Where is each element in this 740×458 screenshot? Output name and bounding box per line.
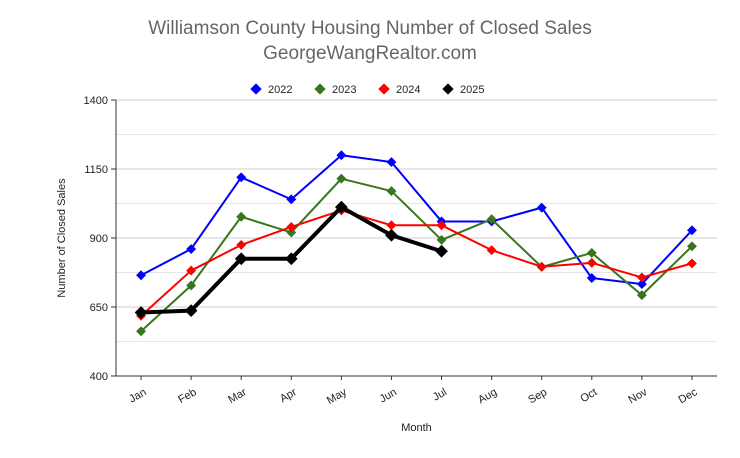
x-tick-label: Nov <box>626 386 649 406</box>
legend-label-2024: 2024 <box>396 84 420 96</box>
legend-marker-2022 <box>250 83 262 95</box>
data-point-2024-sep <box>536 261 547 272</box>
series-line-2022 <box>140 154 693 286</box>
data-point-2024-dec <box>687 258 697 269</box>
data-point-2024-oct <box>586 257 597 268</box>
x-tick-label: Mar <box>226 386 249 406</box>
data-point-2023-feb <box>186 280 197 291</box>
data-point-2025-feb <box>184 304 198 317</box>
data-point-2025-jun <box>385 228 398 242</box>
data-point-2023-jun <box>386 186 397 197</box>
data-point-2022-jan <box>136 270 146 281</box>
x-tick-label: Jun <box>378 386 399 405</box>
x-tick-label: May <box>325 386 349 407</box>
x-tick-label: Apr <box>278 386 299 405</box>
data-point-2023-dec <box>687 241 697 252</box>
data-point-2024-jun <box>386 220 397 231</box>
data-point-2022-feb <box>186 244 197 254</box>
data-point-2022-jun <box>386 157 397 168</box>
y-tick-label: 1150 <box>84 164 108 176</box>
data-point-2022-apr <box>286 194 297 205</box>
data-point-2023-apr <box>286 227 297 238</box>
data-point-2022-nov <box>636 279 647 290</box>
data-point-2024-jul <box>436 220 447 231</box>
series-line-2023 <box>140 177 693 333</box>
data-point-2025-apr <box>284 252 298 266</box>
data-point-2024-feb <box>186 265 197 276</box>
legend-marker-2023 <box>314 83 326 95</box>
data-point-2023-jan <box>136 326 146 337</box>
x-tick-label: Jan <box>127 386 148 405</box>
chart-subtitle: GeorgeWangRealtor.com <box>263 43 477 64</box>
y-tick-label: 400 <box>90 371 108 383</box>
legend-label-2025: 2025 <box>460 84 484 96</box>
legend-label-2023: 2023 <box>332 84 356 96</box>
data-point-2025-mar <box>234 252 248 266</box>
x-tick-label: Jul <box>431 386 449 403</box>
data-point-2022-mar <box>236 172 247 183</box>
data-point-2025-may <box>335 200 348 214</box>
y-tick-label: 650 <box>90 302 108 314</box>
data-point-2022-sep <box>536 202 547 213</box>
data-point-2025-jul <box>435 244 448 258</box>
legend-marker-2024 <box>378 83 390 95</box>
x-tick-label: Dec <box>677 386 700 406</box>
x-tick-label: Sep <box>526 386 549 406</box>
data-point-2024-nov <box>636 272 647 283</box>
data-point-2025-jan <box>134 306 148 319</box>
data-point-2023-mar <box>236 211 247 222</box>
data-point-2024-aug <box>486 245 497 256</box>
y-tick-label: 1400 <box>84 95 108 107</box>
x-tick-label: Oct <box>578 386 599 405</box>
data-point-2024-apr <box>286 222 297 232</box>
data-point-2023-may <box>336 173 347 184</box>
data-point-2023-jul <box>436 234 447 245</box>
chart-title: Williamson County Housing Number of Clos… <box>148 18 592 39</box>
data-point-2022-may <box>336 150 347 161</box>
x-axis-title: Month <box>401 422 432 434</box>
data-point-2022-oct <box>586 273 597 283</box>
x-tick-label: Feb <box>176 386 198 406</box>
series-line-2024 <box>140 209 693 317</box>
data-point-2024-mar <box>236 239 247 250</box>
y-tick-label: 900 <box>90 233 108 245</box>
legend-marker-2025 <box>442 83 454 95</box>
legend-label-2022: 2022 <box>268 84 292 96</box>
data-point-2023-oct <box>586 247 597 258</box>
y-axis-title: Number of Closed Sales <box>56 178 68 298</box>
x-tick-label: Aug <box>476 386 499 406</box>
data-point-2022-dec <box>687 225 697 236</box>
data-point-2023-nov <box>636 290 647 301</box>
data-point-2023-aug <box>486 214 497 225</box>
